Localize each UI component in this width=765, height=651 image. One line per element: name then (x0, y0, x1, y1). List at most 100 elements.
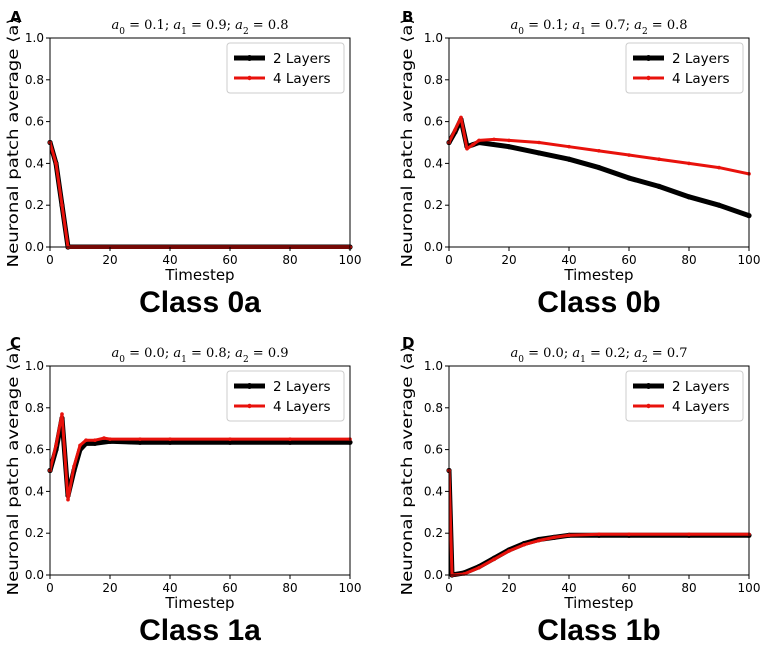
legend-marker (247, 403, 252, 409)
data-point-4-layers (138, 437, 142, 441)
x-tick-label: 80 (282, 581, 297, 595)
legend: 2 Layers 4 Layers (226, 42, 345, 94)
class-label: Class 0a (139, 286, 261, 319)
x-tick-label: 20 (501, 581, 516, 595)
y-tick-label: 0.8 (25, 73, 44, 87)
legend-marker (246, 383, 253, 389)
y-tick-label: 0.4 (424, 156, 443, 170)
y-tick-label: 0.4 (424, 484, 443, 498)
data-point-2-layers (536, 150, 542, 156)
panel-subtitle: a0 = 0.0; a1 = 0.8; a2 = 0.9 (111, 346, 288, 365)
data-point-4-layers (228, 437, 232, 441)
y-tick-label: 0.4 (25, 156, 44, 170)
x-tick-label: 60 (222, 581, 237, 595)
data-point-4-layers (66, 497, 70, 502)
data-point-4-layers (687, 532, 691, 537)
data-point-2-layers (167, 439, 173, 445)
data-point-4-layers (288, 437, 292, 441)
y-tick-label: 0.0 (424, 240, 443, 254)
y-tick-label: 1.0 (424, 31, 443, 45)
y-tick-label: 0.6 (424, 115, 443, 129)
series-line-4-layers (50, 141, 350, 249)
legend-entry: 2 Layers (672, 379, 730, 395)
data-point-2-layers (716, 202, 722, 208)
legend-entry: 4 Layers (672, 71, 730, 87)
x-tick-label: 20 (102, 253, 117, 267)
legend-entry: 4 Layers (273, 399, 331, 415)
data-point-2-layers (506, 144, 512, 150)
y-tick-label: 0.2 (424, 526, 443, 540)
legend-entry: 4 Layers (672, 399, 730, 415)
data-point-4-layers (93, 438, 97, 442)
panel-subtitle: a0 = 0.0; a1 = 0.2; a2 = 0.7 (510, 346, 687, 365)
x-tick-label: 20 (501, 253, 516, 267)
x-tick-label: 40 (162, 253, 177, 267)
x-tick-label: 100 (339, 581, 362, 595)
data-point-4-layers (477, 138, 481, 143)
data-point-4-layers (453, 128, 457, 132)
legend-marker (645, 55, 652, 61)
x-tick-label: 80 (681, 253, 696, 267)
x-tick-label: 0 (445, 581, 453, 595)
x-tick-label: 20 (102, 581, 117, 595)
x-tick-label: 100 (339, 253, 362, 267)
x-tick-label: 100 (738, 253, 761, 267)
data-point-4-layers (567, 144, 571, 149)
data-point-4-layers (471, 142, 475, 147)
y-tick-label: 0.8 (25, 401, 44, 415)
data-point-4-layers (72, 464, 76, 469)
x-tick-label: 80 (282, 253, 297, 267)
x-tick-label: 60 (621, 253, 636, 267)
legend: 2 Layers 4 Layers (625, 42, 744, 94)
y-tick-label: 0.0 (25, 240, 44, 254)
data-point-4-layers (717, 165, 721, 170)
panel-c: Ca0 = 0.0; a1 = 0.8; a2 = 0.9 0 20 40 60 80 10… (4, 334, 361, 647)
data-point-4-layers (465, 146, 469, 151)
data-point-4-layers (108, 437, 112, 441)
y-tick-label: 0.8 (424, 73, 443, 87)
data-point-4-layers (597, 149, 601, 153)
x-tick-label: 40 (561, 581, 576, 595)
y-tick-label: 0.2 (25, 526, 44, 540)
x-tick-label: 0 (445, 253, 453, 267)
data-point-4-layers (459, 115, 463, 120)
y-axis-label: Neuronal patch average ⟨a⟩ (398, 18, 416, 268)
data-point-4-layers (597, 532, 601, 537)
legend-entry: 2 Layers (672, 51, 730, 67)
panel-subtitle: a0 = 0.1; a1 = 0.9; a2 = 0.8 (111, 18, 288, 37)
class-label: Class 1b (537, 614, 660, 647)
y-tick-label: 0.2 (25, 198, 44, 212)
y-tick-label: 0.8 (424, 401, 443, 415)
data-point-2-layers (227, 439, 233, 445)
class-label: Class 1a (139, 614, 261, 647)
data-point-4-layers (492, 557, 496, 562)
legend-marker (645, 383, 652, 389)
data-point-4-layers (54, 161, 58, 166)
data-point-4-layers (537, 538, 541, 543)
data-point-2-layers (566, 156, 572, 162)
legend-entry: 2 Layers (273, 379, 331, 395)
data-point-4-layers (522, 542, 526, 547)
panel-letter: D (402, 334, 414, 352)
x-axis-label: Timestep (164, 594, 234, 612)
data-point-4-layers (627, 532, 631, 537)
x-tick-label: 80 (681, 581, 696, 595)
legend-marker (646, 403, 651, 409)
data-point-2-layers (686, 194, 692, 200)
x-tick-label: 100 (738, 581, 761, 595)
data-point-4-layers (657, 157, 661, 162)
series-line-4-layers (50, 412, 350, 502)
data-point-4-layers (60, 203, 64, 207)
data-point-2-layers (626, 175, 632, 181)
legend-marker (646, 75, 651, 81)
data-point-4-layers (60, 412, 64, 416)
legend-marker (247, 75, 252, 81)
data-point-2-layers (137, 439, 143, 445)
data-point-2-layers (92, 440, 98, 446)
plot-frame (49, 37, 351, 248)
y-tick-label: 1.0 (25, 359, 44, 373)
panel-letter: B (402, 8, 413, 26)
legend: 2 Layers 4 Layers (226, 370, 345, 422)
